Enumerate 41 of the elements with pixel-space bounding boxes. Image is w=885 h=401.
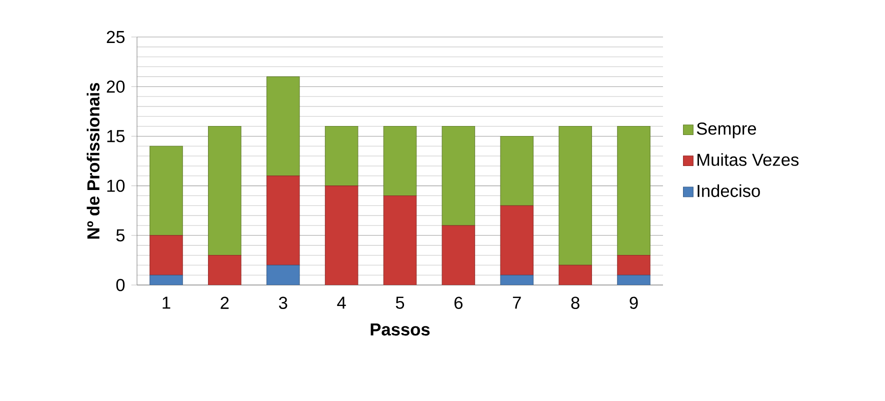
- x-tick-label: 5: [396, 296, 404, 309]
- bar: [150, 275, 183, 285]
- bar: [383, 195, 417, 285]
- bar: [208, 254, 242, 285]
- x-tick-label: 7: [512, 296, 521, 309]
- x-tick-label: 9: [630, 296, 638, 310]
- bar: [442, 225, 476, 285]
- x-tick-label: 1: [162, 296, 170, 309]
- bar: [266, 76, 300, 176]
- legend-label: Indeciso: [698, 184, 760, 198]
- bar: [383, 126, 417, 196]
- y-tick-label: 0: [116, 278, 125, 292]
- x-tick-label: 6: [454, 296, 463, 310]
- bar: [150, 146, 183, 236]
- y-tick-label: 20: [106, 80, 125, 93]
- x-axis-title: Passos: [370, 324, 430, 336]
- y-tick-label: 5: [116, 229, 125, 242]
- x-tick-label: 8: [571, 296, 580, 310]
- bar: [617, 126, 650, 256]
- bar: [266, 264, 300, 285]
- legend-label: Sempre: [696, 122, 756, 138]
- bar: [500, 136, 534, 206]
- bar: [324, 126, 358, 186]
- bar: [558, 264, 592, 285]
- x-tick-label: 2: [220, 296, 229, 309]
- x-tick-label: 4: [337, 296, 346, 309]
- x-tick-label: 3: [278, 296, 288, 310]
- bar: [266, 176, 300, 266]
- bar: [208, 126, 242, 256]
- bar: [500, 205, 534, 276]
- bar: [558, 126, 592, 266]
- legend-label: Muitas Vezes: [698, 153, 799, 166]
- y-tick-label: 25: [106, 30, 125, 44]
- bar: [442, 126, 476, 226]
- y-tick-label: 15: [107, 130, 125, 142]
- bar: [617, 254, 650, 276]
- bar: [617, 274, 650, 285]
- y-tick-label: 10: [107, 180, 125, 192]
- bar: [324, 186, 358, 285]
- bar: [150, 235, 183, 276]
- y-axis-title: Nº de Profissionais: [86, 82, 100, 239]
